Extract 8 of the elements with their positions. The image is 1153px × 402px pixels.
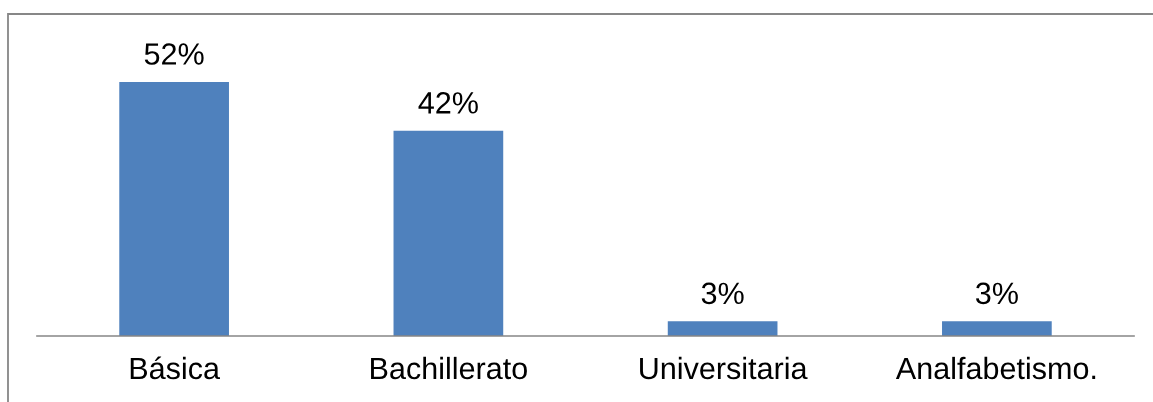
data-label: 3%	[975, 282, 1018, 305]
data-label: 42%	[418, 92, 478, 114]
x-tick-label: Analfabetismo.	[895, 356, 1096, 380]
x-tick-label: Básica	[130, 356, 220, 380]
x-tick-label: Bachillerato	[371, 356, 527, 380]
data-label: 52%	[144, 43, 204, 65]
x-tick-label: Universitaria	[640, 356, 808, 380]
data-label: 3%	[701, 282, 744, 305]
